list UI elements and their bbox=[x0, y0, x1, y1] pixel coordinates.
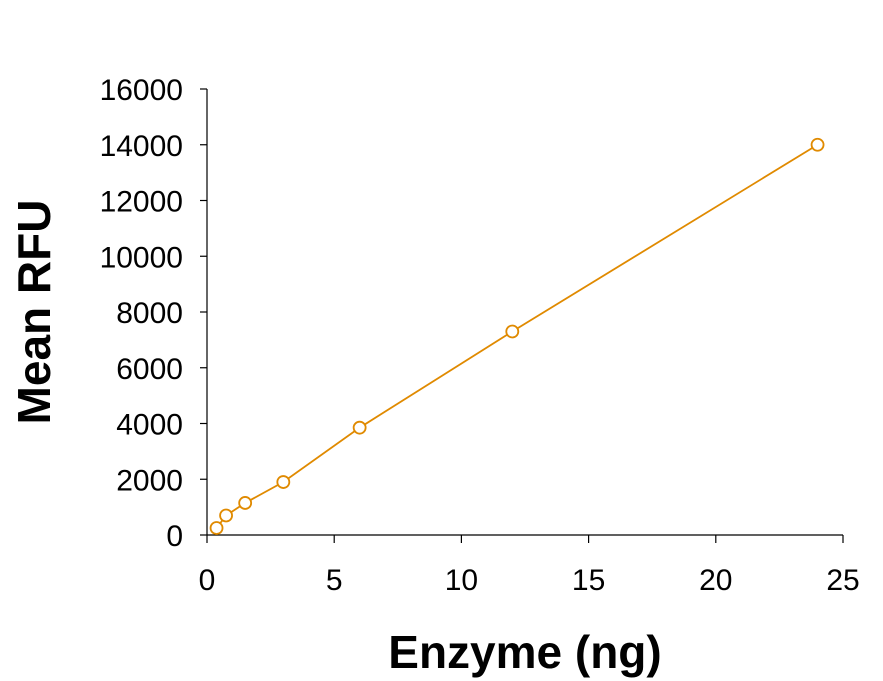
x-tick-label: 5 bbox=[326, 564, 343, 597]
x-tick-label: 25 bbox=[826, 564, 859, 597]
y-tick-label: 10000 bbox=[100, 241, 183, 274]
y-tick-label: 4000 bbox=[116, 409, 183, 442]
x-tick-label: 20 bbox=[699, 564, 732, 597]
y-tick-label: 0 bbox=[166, 520, 183, 553]
y-tick-label: 16000 bbox=[100, 74, 183, 107]
data-point bbox=[810, 137, 825, 152]
data-point bbox=[209, 521, 224, 535]
x-tick-label: 15 bbox=[572, 564, 605, 597]
x-tick-label: 10 bbox=[445, 564, 478, 597]
x-tick-label: 0 bbox=[199, 564, 216, 597]
data-point bbox=[352, 420, 367, 435]
y-tick-label: 14000 bbox=[100, 130, 183, 163]
data-point bbox=[238, 496, 253, 510]
y-tick-label: 12000 bbox=[100, 186, 183, 219]
y-tick-label: 6000 bbox=[116, 353, 183, 386]
data-point bbox=[276, 475, 291, 489]
y-axis-title: Mean RFU bbox=[8, 200, 60, 425]
data-point bbox=[505, 324, 520, 339]
y-tick-label: 2000 bbox=[116, 464, 183, 497]
data-point bbox=[219, 508, 233, 523]
y-tick-label: 8000 bbox=[116, 297, 183, 330]
x-axis-title: Enzyme (ng) bbox=[388, 626, 661, 678]
